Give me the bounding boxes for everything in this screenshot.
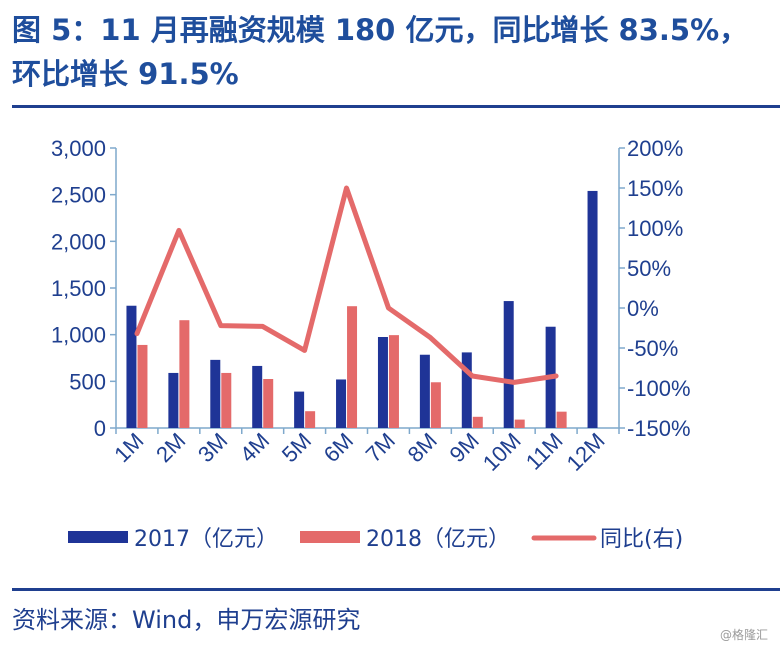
left-tick-label: 1,500 bbox=[51, 276, 106, 301]
bar-2017 bbox=[377, 337, 388, 428]
yoy-line bbox=[134, 185, 559, 385]
left-tick-label: 0 bbox=[94, 416, 106, 441]
bar-2017 bbox=[126, 305, 137, 428]
legend-label-2018: 2018（亿元） bbox=[366, 527, 510, 552]
bar-2017 bbox=[294, 391, 305, 428]
bar-2017 bbox=[587, 190, 598, 428]
x-tick-label: 10M bbox=[478, 428, 526, 476]
watermark: @格隆汇 bbox=[719, 628, 768, 642]
left-tick-label: 1,000 bbox=[51, 323, 106, 348]
x-tick-label: 1M bbox=[109, 428, 148, 467]
right-tick-label: -100% bbox=[627, 376, 691, 401]
legend-swatch-2018 bbox=[300, 531, 360, 543]
bar-2018 bbox=[179, 320, 190, 428]
right-tick-label: 200% bbox=[627, 136, 683, 161]
bar-2018 bbox=[430, 382, 441, 428]
x-tick-label: 9M bbox=[445, 428, 484, 467]
bar-2017 bbox=[419, 354, 430, 428]
bar-2018 bbox=[514, 419, 525, 428]
bar-2018 bbox=[137, 344, 148, 428]
x-tick-label: 11M bbox=[521, 428, 568, 475]
source-note: 资料来源：Wind，申万宏源研究 bbox=[12, 606, 361, 634]
chart-title: 图 5：11 月再融资规模 180 亿元，同比增长 83.5%，环比增长 91.… bbox=[12, 13, 749, 91]
left-tick-label: 2,500 bbox=[51, 183, 106, 208]
right-tick-label: -50% bbox=[627, 336, 678, 361]
bar-2017 bbox=[252, 365, 263, 428]
left-tick-label: 500 bbox=[69, 369, 106, 394]
right-tick-label: 0% bbox=[627, 296, 659, 321]
bar-2017 bbox=[168, 372, 179, 428]
x-tick-label: 8M bbox=[403, 428, 442, 467]
x-tick-label: 2M bbox=[151, 428, 190, 467]
right-tick-label: -150% bbox=[627, 416, 691, 441]
right-tick-label: 100% bbox=[627, 216, 683, 241]
right-tick-label: 150% bbox=[627, 176, 683, 201]
right-tick-label: 50% bbox=[627, 256, 671, 281]
legend-swatch-2017 bbox=[68, 531, 128, 543]
bar-2018 bbox=[388, 335, 399, 428]
footer-rule bbox=[12, 588, 780, 591]
bar-2018 bbox=[263, 379, 274, 428]
x-tick-label: 6M bbox=[319, 428, 358, 467]
x-tick-label: 5M bbox=[277, 428, 316, 467]
bar-2017 bbox=[210, 359, 221, 428]
x-tick-label: 7M bbox=[361, 428, 400, 467]
left-tick-label: 3,000 bbox=[51, 136, 106, 161]
title-rule bbox=[12, 105, 780, 108]
bar-2018 bbox=[472, 416, 483, 428]
bar-2017 bbox=[503, 301, 514, 428]
x-tick-label: 4M bbox=[235, 428, 274, 467]
bar-2017 bbox=[461, 352, 472, 428]
x-tick-label: 3M bbox=[193, 428, 232, 467]
bar-2018 bbox=[556, 411, 567, 428]
left-tick-label: 2,000 bbox=[51, 229, 106, 254]
chart: 0 500 1,000 1,500 2,000 2,500 3,000 -150% -100% -… bbox=[51, 136, 691, 552]
bar-2018 bbox=[305, 411, 316, 428]
bar-2018 bbox=[221, 372, 232, 428]
bar-2017 bbox=[336, 379, 347, 428]
bar-2018 bbox=[347, 306, 358, 428]
legend-label-2017: 2017（亿元） bbox=[134, 527, 278, 552]
legend-label-yoy: 同比(右) bbox=[600, 527, 683, 552]
x-tick-label: 12M bbox=[562, 428, 610, 476]
